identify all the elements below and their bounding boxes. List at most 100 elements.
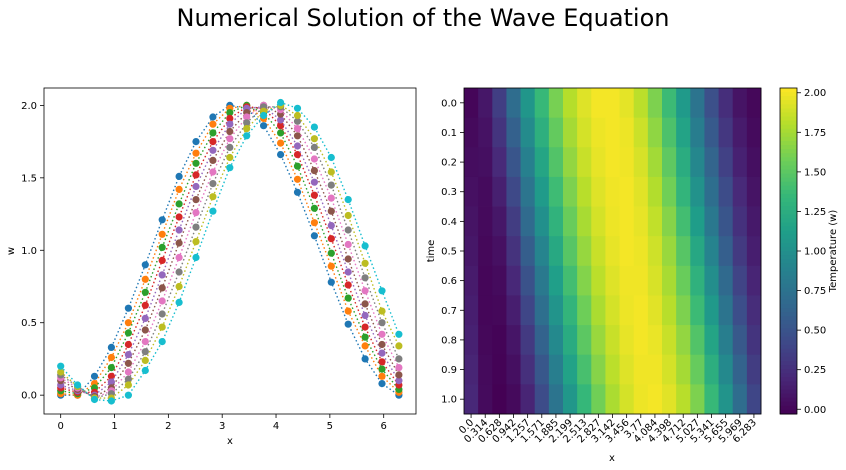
colorbar-segment <box>780 202 797 207</box>
heatmap-cell <box>534 117 550 148</box>
heatmap-cell <box>662 147 677 178</box>
colorbar-segment <box>780 161 797 166</box>
heatmap-cell <box>633 88 649 119</box>
data-point <box>293 104 302 112</box>
heatmap-cells <box>464 88 762 415</box>
colorbar-segment <box>780 397 797 403</box>
heatmap-cell <box>704 354 719 385</box>
data-point <box>310 123 318 131</box>
data-point <box>209 180 217 188</box>
colorbar-segment <box>780 222 797 228</box>
data-point <box>192 149 200 157</box>
data-point <box>175 253 183 262</box>
data-point <box>90 372 99 380</box>
colorbar-segment <box>780 132 797 138</box>
heatmap-cell <box>591 176 606 207</box>
heatmap-cell <box>478 236 493 267</box>
heatmap-cell <box>704 88 719 119</box>
colorbar-segment <box>780 356 797 362</box>
colorbar-segment <box>780 316 797 321</box>
left-x-ticks: 0 1 2 3 4 5 6 <box>58 414 387 432</box>
heatmap-y-tick-label: 0.7 <box>441 306 457 317</box>
data-point <box>192 182 200 191</box>
data-point <box>192 223 200 231</box>
colorbar-segment <box>780 291 797 297</box>
data-point <box>226 127 234 136</box>
heatmap-cell <box>492 265 507 296</box>
colorbar-segment <box>780 340 797 346</box>
heatmap-cell <box>548 176 564 207</box>
heatmap-cell <box>591 206 606 237</box>
data-point <box>90 395 99 404</box>
heatmap-cell <box>718 147 734 178</box>
data-point <box>141 366 149 375</box>
heatmap-cell <box>732 236 748 267</box>
colorbar-segment <box>780 214 797 219</box>
data-point <box>141 314 149 322</box>
colorbar-segment <box>780 393 797 399</box>
heatmap-y-tick-label: 0.0 <box>441 98 457 109</box>
colorbar-segment <box>780 312 797 317</box>
data-point <box>378 365 386 373</box>
heatmap-cell <box>676 354 691 385</box>
data-point <box>378 330 386 338</box>
data-point <box>175 282 183 291</box>
heatmap-cell <box>577 384 592 415</box>
heatmap-cell <box>647 147 663 178</box>
heatmap-cell <box>506 265 521 296</box>
heatmap-cell <box>633 295 649 326</box>
data-point <box>277 129 285 137</box>
heatmap-cell <box>633 206 649 237</box>
heatmap-cell <box>577 354 592 385</box>
data-point <box>344 240 352 249</box>
data-point <box>293 111 302 120</box>
heatmap-cell <box>718 295 734 326</box>
y-tick-label: 0.5 <box>21 318 37 329</box>
heatmap-cell <box>732 295 748 326</box>
colorbar-segment <box>780 157 797 162</box>
data-point <box>260 111 268 120</box>
heatmap-cell <box>676 325 691 356</box>
data-point <box>226 135 234 143</box>
colorbar-segment <box>780 193 797 199</box>
heatmap-cell <box>534 88 550 119</box>
heatmap-cell <box>548 265 564 296</box>
data-point <box>361 300 369 308</box>
colorbar-tick-label: 1.75 <box>804 128 826 139</box>
data-point <box>344 255 352 263</box>
data-point <box>209 146 217 154</box>
heatmap-cell <box>577 117 592 148</box>
data-point <box>209 120 217 128</box>
data-point <box>293 175 302 183</box>
data-point <box>293 125 302 133</box>
heatmap-cell <box>478 176 493 207</box>
colorbar-segment <box>780 181 797 187</box>
colorbar-segment <box>780 409 797 415</box>
heatmap-cell <box>662 295 677 326</box>
data-point <box>344 226 352 234</box>
heatmap-cell <box>534 325 550 356</box>
data-point <box>310 204 318 212</box>
data-point <box>378 340 386 349</box>
heatmap-cell <box>690 88 705 119</box>
heatmap-cell <box>662 88 677 119</box>
data-point <box>209 138 217 146</box>
colorbar-segment <box>780 88 797 93</box>
heatmap-cell <box>732 88 748 119</box>
y-tick-label: 1.0 <box>21 246 37 257</box>
colorbar-segment <box>780 234 797 240</box>
data-point <box>395 371 403 379</box>
heatmap-cell <box>746 325 762 356</box>
data-point <box>158 230 166 238</box>
data-point <box>175 268 183 276</box>
data-point <box>378 380 386 388</box>
heatmap-cell <box>676 176 691 207</box>
data-point <box>327 194 335 202</box>
heatmap-cell <box>676 384 691 415</box>
heatmap-cell <box>534 354 550 385</box>
data-point <box>243 132 251 140</box>
colorbar-segment <box>780 177 797 183</box>
heatmap-cell <box>534 236 550 267</box>
colorbar-tick-label: 0.75 <box>804 286 826 297</box>
colorbar-tick-label: 1.50 <box>804 167 826 178</box>
